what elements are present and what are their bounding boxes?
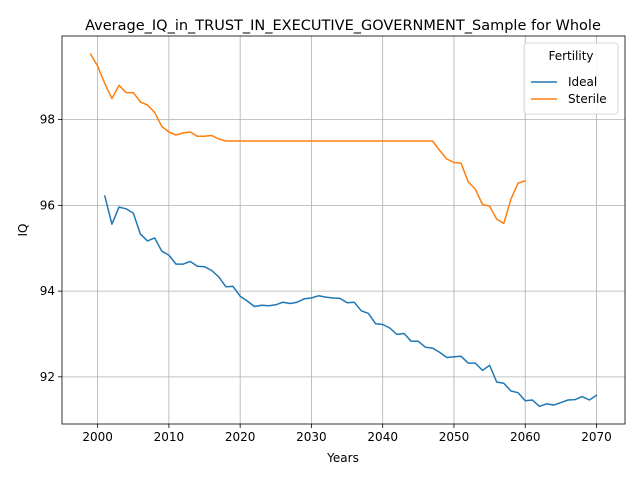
legend-title: Fertility xyxy=(548,49,593,63)
y-tick-label: 94 xyxy=(40,284,55,298)
chart-title: Average_IQ_in_TRUST_IN_EXECUTIVE_GOVERNM… xyxy=(85,18,601,34)
series-lines xyxy=(89,53,598,408)
y-tick-label: 92 xyxy=(40,370,55,384)
x-tick-label: 2050 xyxy=(439,430,470,444)
legend: Fertility Ideal Sterile xyxy=(523,42,619,115)
x-tick-label: 2060 xyxy=(510,430,541,444)
y-tick-label: 96 xyxy=(40,198,55,212)
x-tick-label: 2000 xyxy=(82,430,113,444)
legend-box xyxy=(523,42,619,115)
x-tick-label: 2020 xyxy=(225,430,256,444)
x-axis-label: Years xyxy=(326,451,359,465)
y-axis-label: IQ xyxy=(16,224,30,237)
series-line-sterile xyxy=(89,53,526,225)
axis-ticks: 2000 2010 2020 2030 2040 2050 2060 2070 92 94 96 98 xyxy=(40,113,612,444)
x-tick-label: 2040 xyxy=(367,430,398,444)
x-tick-label: 2070 xyxy=(581,430,612,444)
x-tick-label: 2030 xyxy=(296,430,327,444)
y-tick-label: 98 xyxy=(40,113,55,127)
legend-label-ideal: Ideal xyxy=(568,75,597,89)
x-tick-label: 2010 xyxy=(154,430,185,444)
plot-area-frame xyxy=(61,35,626,425)
legend-label-sterile: Sterile xyxy=(568,92,607,106)
series-line-ideal xyxy=(104,195,598,408)
